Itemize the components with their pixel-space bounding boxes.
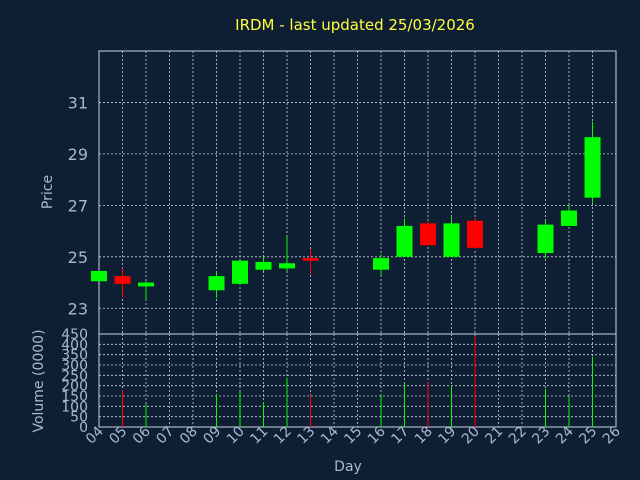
- volume-tick-label: 200: [61, 379, 88, 395]
- candle-body: [255, 261, 272, 270]
- price-axis-label: Price: [40, 175, 56, 209]
- candle-body: [373, 258, 389, 270]
- candle-body: [279, 263, 295, 269]
- candle-body: [420, 223, 436, 246]
- volume-tick-label: 50: [70, 410, 88, 426]
- candle-body: [443, 223, 460, 257]
- volume-tick-label: 0: [79, 420, 88, 436]
- price-tick-label: 29: [68, 145, 88, 164]
- price-panel: 23 25 27 29 31: [68, 50, 617, 335]
- candle-body: [561, 210, 577, 226]
- candle-body: [208, 276, 225, 291]
- volume-axis-label: Volume (0000): [31, 329, 47, 432]
- chart-title: IRDM - last updated 25/03/2026: [235, 16, 475, 34]
- candle-body: [467, 220, 483, 248]
- volume-tick-label: 450: [61, 327, 88, 343]
- candle-body: [138, 282, 154, 287]
- candle-body: [91, 270, 107, 282]
- price-tick-label: 23: [68, 299, 88, 318]
- candle-body: [302, 258, 319, 261]
- candle-body: [537, 224, 554, 253]
- volume-tick-label: 350: [61, 348, 88, 364]
- price-tick-label: 27: [68, 196, 88, 215]
- volume-tick-label: 150: [61, 389, 88, 405]
- volume-panel-frame: [98, 333, 617, 428]
- price-tick-label: 25: [68, 248, 88, 267]
- x-axis-label: Day: [334, 459, 362, 475]
- candle-body: [232, 260, 248, 284]
- candle-body: [396, 225, 413, 257]
- x-axis: 04 05 06 07 08 09 10 11 12 13 14 15 16 17 18 19 20 21 22 23…: [83, 423, 624, 447]
- volume-tick-label: 100: [61, 399, 88, 415]
- volume-tick-label: 400: [61, 337, 88, 353]
- volume-tick-label: 250: [61, 368, 88, 384]
- price-tick-label: 31: [68, 93, 88, 112]
- volume-tick-label: 300: [61, 358, 88, 374]
- candle-body: [584, 137, 601, 198]
- candle-body: [114, 276, 131, 284]
